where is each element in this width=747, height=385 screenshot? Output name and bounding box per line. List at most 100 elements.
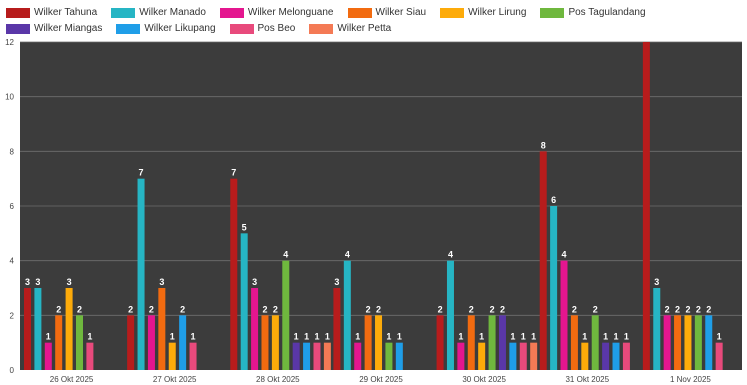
y-tick-label: 6 — [10, 202, 15, 211]
data-label: 2 — [696, 304, 701, 314]
legend-item: Wilker Miangas — [6, 22, 102, 35]
data-label: 3 — [252, 277, 257, 287]
bar — [55, 315, 63, 370]
data-label: 1 — [582, 332, 587, 342]
data-label: 2 — [572, 304, 577, 314]
legend-label: Wilker Melonguane — [247, 7, 334, 18]
data-label: 1 — [717, 332, 722, 342]
bar — [76, 315, 83, 370]
data-label: 3 — [35, 277, 40, 287]
bar — [292, 342, 300, 370]
x-tick-label: 27 Okt 2025 — [153, 375, 197, 384]
data-label: 6 — [551, 195, 556, 205]
bar — [653, 288, 661, 370]
legend-item: Wilker Tahuna — [6, 6, 97, 19]
bar — [602, 342, 610, 370]
data-label: 4 — [283, 250, 288, 260]
bar — [44, 342, 52, 370]
legend-swatch — [440, 7, 465, 18]
data-label: 1 — [614, 332, 619, 342]
bar — [65, 288, 73, 370]
legend-item: Wilker Lirung — [440, 6, 526, 19]
x-axis: 26 Okt 2025 27 Okt 2025 28 Okt 2025 29 Okt … — [50, 375, 712, 384]
data-label: 2 — [675, 304, 680, 314]
data-label: 8 — [541, 140, 546, 150]
x-tick-label: 1 Nov 2025 — [670, 375, 711, 384]
data-label: 3 — [67, 277, 72, 287]
bar — [343, 260, 351, 370]
bar — [715, 342, 723, 370]
y-tick-label: 0 — [10, 366, 15, 375]
data-label: 1 — [510, 332, 515, 342]
bar — [158, 288, 166, 370]
bar — [86, 342, 94, 370]
data-label: 1 — [191, 332, 196, 342]
legend-label: Wilker Petta — [337, 23, 392, 34]
data-label: 3 — [334, 277, 339, 287]
bar — [591, 315, 599, 370]
data-label: 1 — [521, 332, 526, 342]
bar — [282, 260, 290, 370]
legend-label: Wilker Siau — [375, 7, 427, 18]
legend-swatch — [111, 7, 136, 18]
bar — [674, 315, 682, 370]
bar — [261, 315, 269, 370]
data-label: 4 — [345, 250, 350, 260]
data-label: 2 — [262, 304, 267, 314]
data-label: 5 — [242, 222, 247, 232]
data-label: 1 — [304, 332, 309, 342]
bar — [642, 42, 650, 370]
legend-item: Pos Beo — [229, 22, 296, 35]
legend-swatch — [219, 7, 244, 18]
legend-swatch — [347, 7, 372, 18]
bar — [560, 260, 568, 370]
bar — [24, 288, 31, 370]
data-label: 12 — [641, 31, 651, 41]
data-label: 2 — [77, 304, 82, 314]
data-label: 2 — [180, 304, 185, 314]
data-label: 3 — [654, 277, 659, 287]
data-label: 2 — [56, 304, 61, 314]
y-tick-label: 10 — [5, 93, 14, 102]
bar — [622, 342, 630, 370]
legend-swatch — [116, 23, 141, 34]
data-label: 1 — [397, 332, 402, 342]
data-label: 2 — [438, 304, 443, 314]
data-label: 2 — [469, 304, 474, 314]
data-label: 1 — [531, 332, 536, 342]
data-label: 2 — [490, 304, 495, 314]
bar — [684, 315, 692, 370]
bar — [375, 315, 383, 370]
legend-item: Wilker Siau — [347, 6, 427, 19]
bar — [303, 342, 311, 370]
data-label: 2 — [376, 304, 381, 314]
bar — [530, 342, 538, 370]
bar — [240, 233, 248, 370]
data-label: 1 — [479, 332, 484, 342]
y-tick-label: 4 — [10, 257, 15, 266]
y-axis: 0 2 4 6 8 10 12 — [5, 38, 14, 375]
legend-label: Pos Beo — [257, 23, 296, 34]
data-label: 1 — [46, 332, 51, 342]
bar — [612, 342, 620, 370]
legend-item: Wilker Melonguane — [219, 6, 334, 19]
bar — [570, 315, 578, 370]
data-label: 1 — [603, 332, 608, 342]
bar — [137, 178, 145, 370]
y-tick-label: 2 — [10, 311, 15, 320]
legend-swatch — [540, 7, 565, 18]
data-label: 2 — [149, 304, 154, 314]
bar — [488, 315, 496, 370]
bar — [271, 315, 279, 370]
bar — [519, 342, 527, 370]
x-tick-label: 26 Okt 2025 — [50, 375, 94, 384]
bar — [509, 342, 517, 370]
data-label: 1 — [386, 332, 391, 342]
data-label: 1 — [325, 332, 330, 342]
data-label: 7 — [231, 168, 236, 178]
bar — [581, 342, 589, 370]
data-label: 2 — [273, 304, 278, 314]
data-label: 2 — [685, 304, 690, 314]
